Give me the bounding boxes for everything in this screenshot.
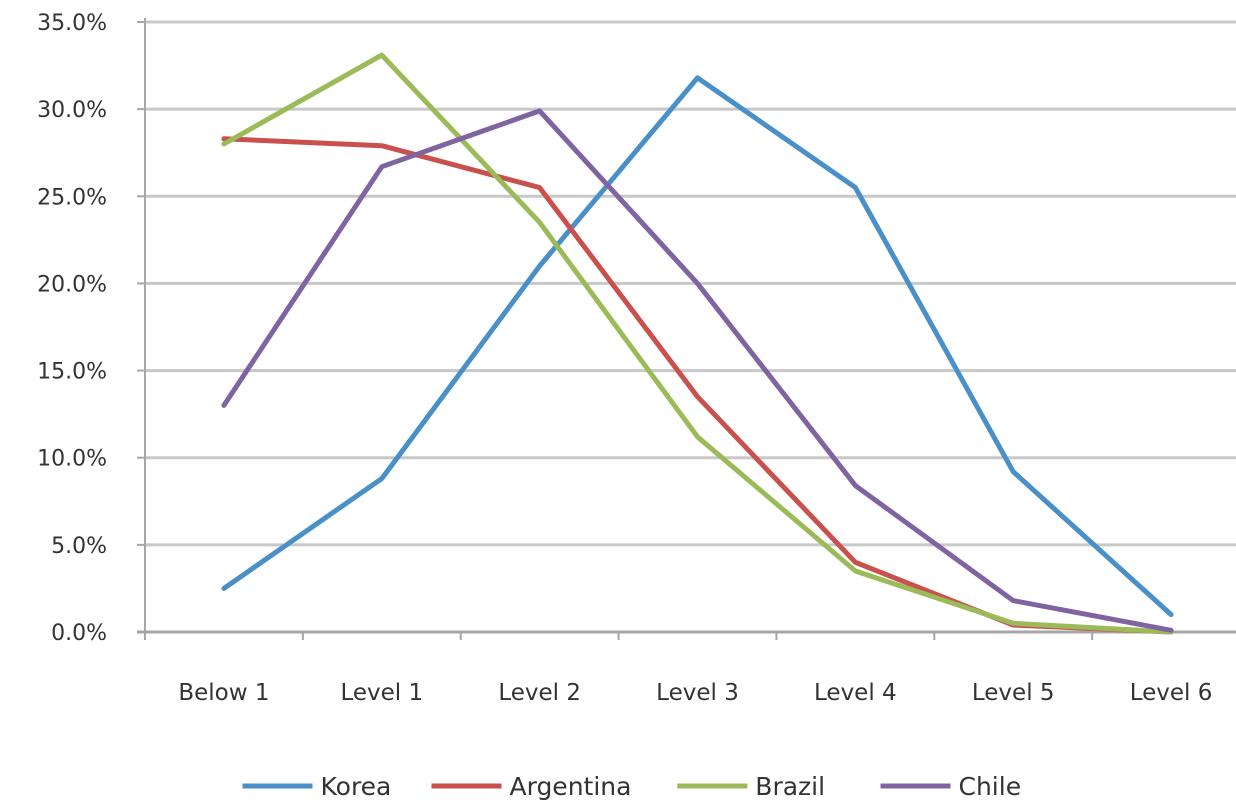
legend-label-argentina: Argentina (510, 772, 632, 801)
x-axis-tick-labels: Below 1 Level 1 Level 2 Level 3 Level 4 Level… (178, 680, 1212, 706)
gridlines (145, 20, 1236, 547)
y-tick-label: 15.0% (37, 360, 107, 385)
axes (137, 18, 1236, 640)
series-line-argentina (221, 136, 1174, 635)
x-tick-label: Level 6 (1130, 680, 1213, 706)
legend-label-korea: Korea (321, 772, 392, 801)
series-line-chile (221, 108, 1174, 633)
series-line-korea (221, 75, 1174, 618)
x-tick-label: Level 4 (814, 680, 897, 706)
legend-label-chile: Chile (959, 772, 1022, 801)
series-lines (221, 52, 1174, 635)
y-tick-label: 25.0% (37, 185, 107, 210)
legend: Korea Argentina Brazil Chile (242, 772, 1022, 801)
y-tick-label: 20.0% (37, 272, 107, 297)
y-tick-label: 10.0% (37, 447, 107, 472)
series-line-brazil (221, 52, 1174, 635)
x-tick-label: Below 1 (178, 680, 269, 706)
x-tick-label: Level 3 (656, 680, 739, 706)
y-tick-label: 35.0% (37, 11, 107, 36)
y-tick-label: 5.0% (51, 534, 107, 559)
x-tick-label: Level 2 (498, 680, 581, 706)
x-tick-label: Level 1 (340, 680, 423, 706)
y-axis-tick-labels: 0.0% 5.0% 10.0% 15.0% 20.0% 25.0% 30.0% 35.0% (37, 11, 107, 646)
legend-label-brazil: Brazil (755, 772, 825, 801)
x-tick-label: Level 5 (972, 680, 1055, 706)
y-tick-label: 30.0% (37, 98, 107, 123)
y-tick-label: 0.0% (51, 621, 107, 646)
